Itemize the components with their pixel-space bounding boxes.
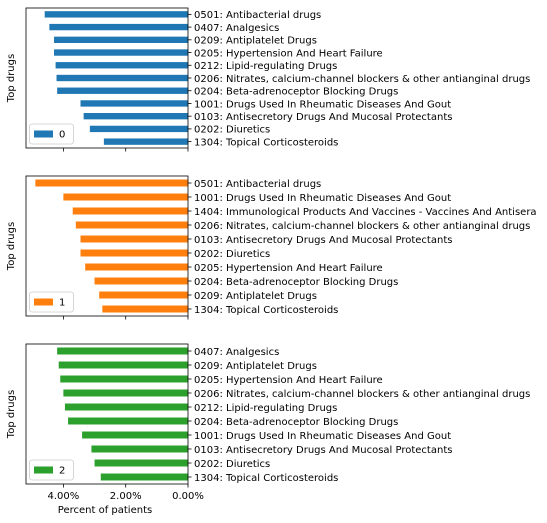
bar (57, 87, 189, 94)
legend: 1 (29, 291, 74, 313)
y-axis-label: Top drugs (6, 54, 17, 103)
legend: 0 (29, 123, 74, 145)
bar (49, 23, 189, 31)
plot-frame (25, 343, 189, 485)
category-label: 1304: Topical Corticosteroids (194, 137, 338, 148)
category-label: 0103: Antisecretory Drugs And Mucosal Pr… (194, 235, 452, 246)
category-label: 0202: Diuretics (194, 459, 270, 470)
category-label: 0206: Nitrates, calcium-channel blockers… (194, 74, 530, 85)
category-label: 0212: Lipid-regulating Drugs (194, 61, 337, 72)
category-label: 0205: Hypertension And Heart Failure (194, 263, 383, 274)
x-tick-label: 4.00% (47, 491, 79, 502)
category-label: 1304: Topical Corticosteroids (194, 473, 338, 484)
category-label: 0209: Antiplatelet Drugs (194, 36, 317, 47)
legend: 2 (29, 459, 74, 481)
bar (55, 62, 188, 69)
category-label: 1001: Drugs Used In Rheumatic Diseases A… (194, 193, 451, 204)
bar (56, 74, 188, 82)
x-tick-label: 0.00% (172, 491, 204, 502)
bar (63, 193, 188, 201)
category-label: 0204: Beta-adrenoceptor Blocking Drugs (194, 277, 398, 288)
bar (100, 473, 188, 481)
bar (54, 36, 188, 43)
bar (80, 235, 188, 243)
legend-swatch (34, 298, 53, 306)
bar (80, 249, 188, 257)
bar (91, 445, 188, 453)
bar (44, 11, 188, 18)
plot-frame (25, 7, 189, 149)
legend-label: 2 (59, 466, 65, 477)
bar (82, 431, 188, 439)
bar (103, 138, 188, 145)
category-label: 0206: Nitrates, calcium-channel blockers… (194, 221, 530, 232)
bar (64, 403, 188, 411)
category-label: 0407: Analgesics (194, 23, 279, 34)
legend-swatch (34, 466, 53, 474)
bar (99, 291, 188, 299)
y-axis-label: Top drugs (6, 222, 17, 271)
category-label: 0205: Hypertension And Heart Failure (194, 375, 383, 386)
category-label: 1001: Drugs Used In Rheumatic Diseases A… (194, 431, 451, 442)
category-label: 1304: Topical Corticosteroids (194, 305, 338, 316)
bar (75, 221, 188, 229)
chart-panel-0: 0501: Antibacterial drugs 0407: Analgesic… (6, 7, 530, 152)
bar (35, 179, 188, 187)
category-label: 0209: Antiplatelet Drugs (194, 361, 317, 372)
chart-panel-2: 0407: Analgesics 0209: Antiplatelet Drugs… (6, 343, 530, 516)
category-label: 0202: Diuretics (194, 125, 270, 136)
legend-label: 0 (59, 130, 65, 141)
legend-label: 1 (59, 298, 65, 309)
category-label: 0204: Beta-adrenoceptor Blocking Drugs (194, 417, 398, 428)
category-label: 1001: Drugs Used In Rheumatic Diseases A… (194, 99, 451, 110)
bar (57, 347, 189, 355)
bar (54, 49, 188, 56)
bar (94, 277, 188, 285)
category-label: 0206: Nitrates, calcium-channel blockers… (194, 389, 530, 400)
x-tick-label: 2.00% (110, 491, 142, 502)
category-label: 1404: Immunological Products And Vaccine… (194, 207, 537, 218)
category-label: 0501: Antibacterial drugs (194, 179, 321, 190)
chart-panel-1: 0501: Antibacterial drugs 1001: Drugs Use… (6, 175, 537, 320)
category-label: 0209: Antiplatelet Drugs (194, 291, 317, 302)
plot-frame (25, 175, 189, 317)
category-label: 0205: Hypertension And Heart Failure (194, 48, 383, 59)
bar (68, 417, 188, 425)
category-label: 0103: Antisecretory Drugs And Mucosal Pr… (194, 112, 452, 123)
bar (85, 263, 188, 271)
category-label: 0407: Analgesics (194, 347, 279, 358)
x-axis-label: Percent of patients (58, 505, 152, 516)
category-label: 0103: Antisecretory Drugs And Mucosal Pr… (194, 445, 452, 456)
y-axis-label: Top drugs (6, 390, 17, 439)
bar (60, 375, 188, 383)
bar (58, 361, 189, 369)
category-label: 0202: Diuretics (194, 249, 270, 260)
bar (83, 113, 188, 120)
bar (80, 100, 188, 107)
category-label: 0212: Lipid-regulating Drugs (194, 403, 337, 414)
bar (89, 125, 188, 133)
bar (72, 207, 188, 215)
legend-swatch (34, 130, 53, 138)
bar (94, 459, 188, 467)
category-label: 0204: Beta-adrenoceptor Blocking Drugs (194, 87, 398, 98)
category-label: 0501: Antibacterial drugs (194, 10, 321, 21)
bar (102, 305, 188, 313)
bar (63, 389, 188, 397)
